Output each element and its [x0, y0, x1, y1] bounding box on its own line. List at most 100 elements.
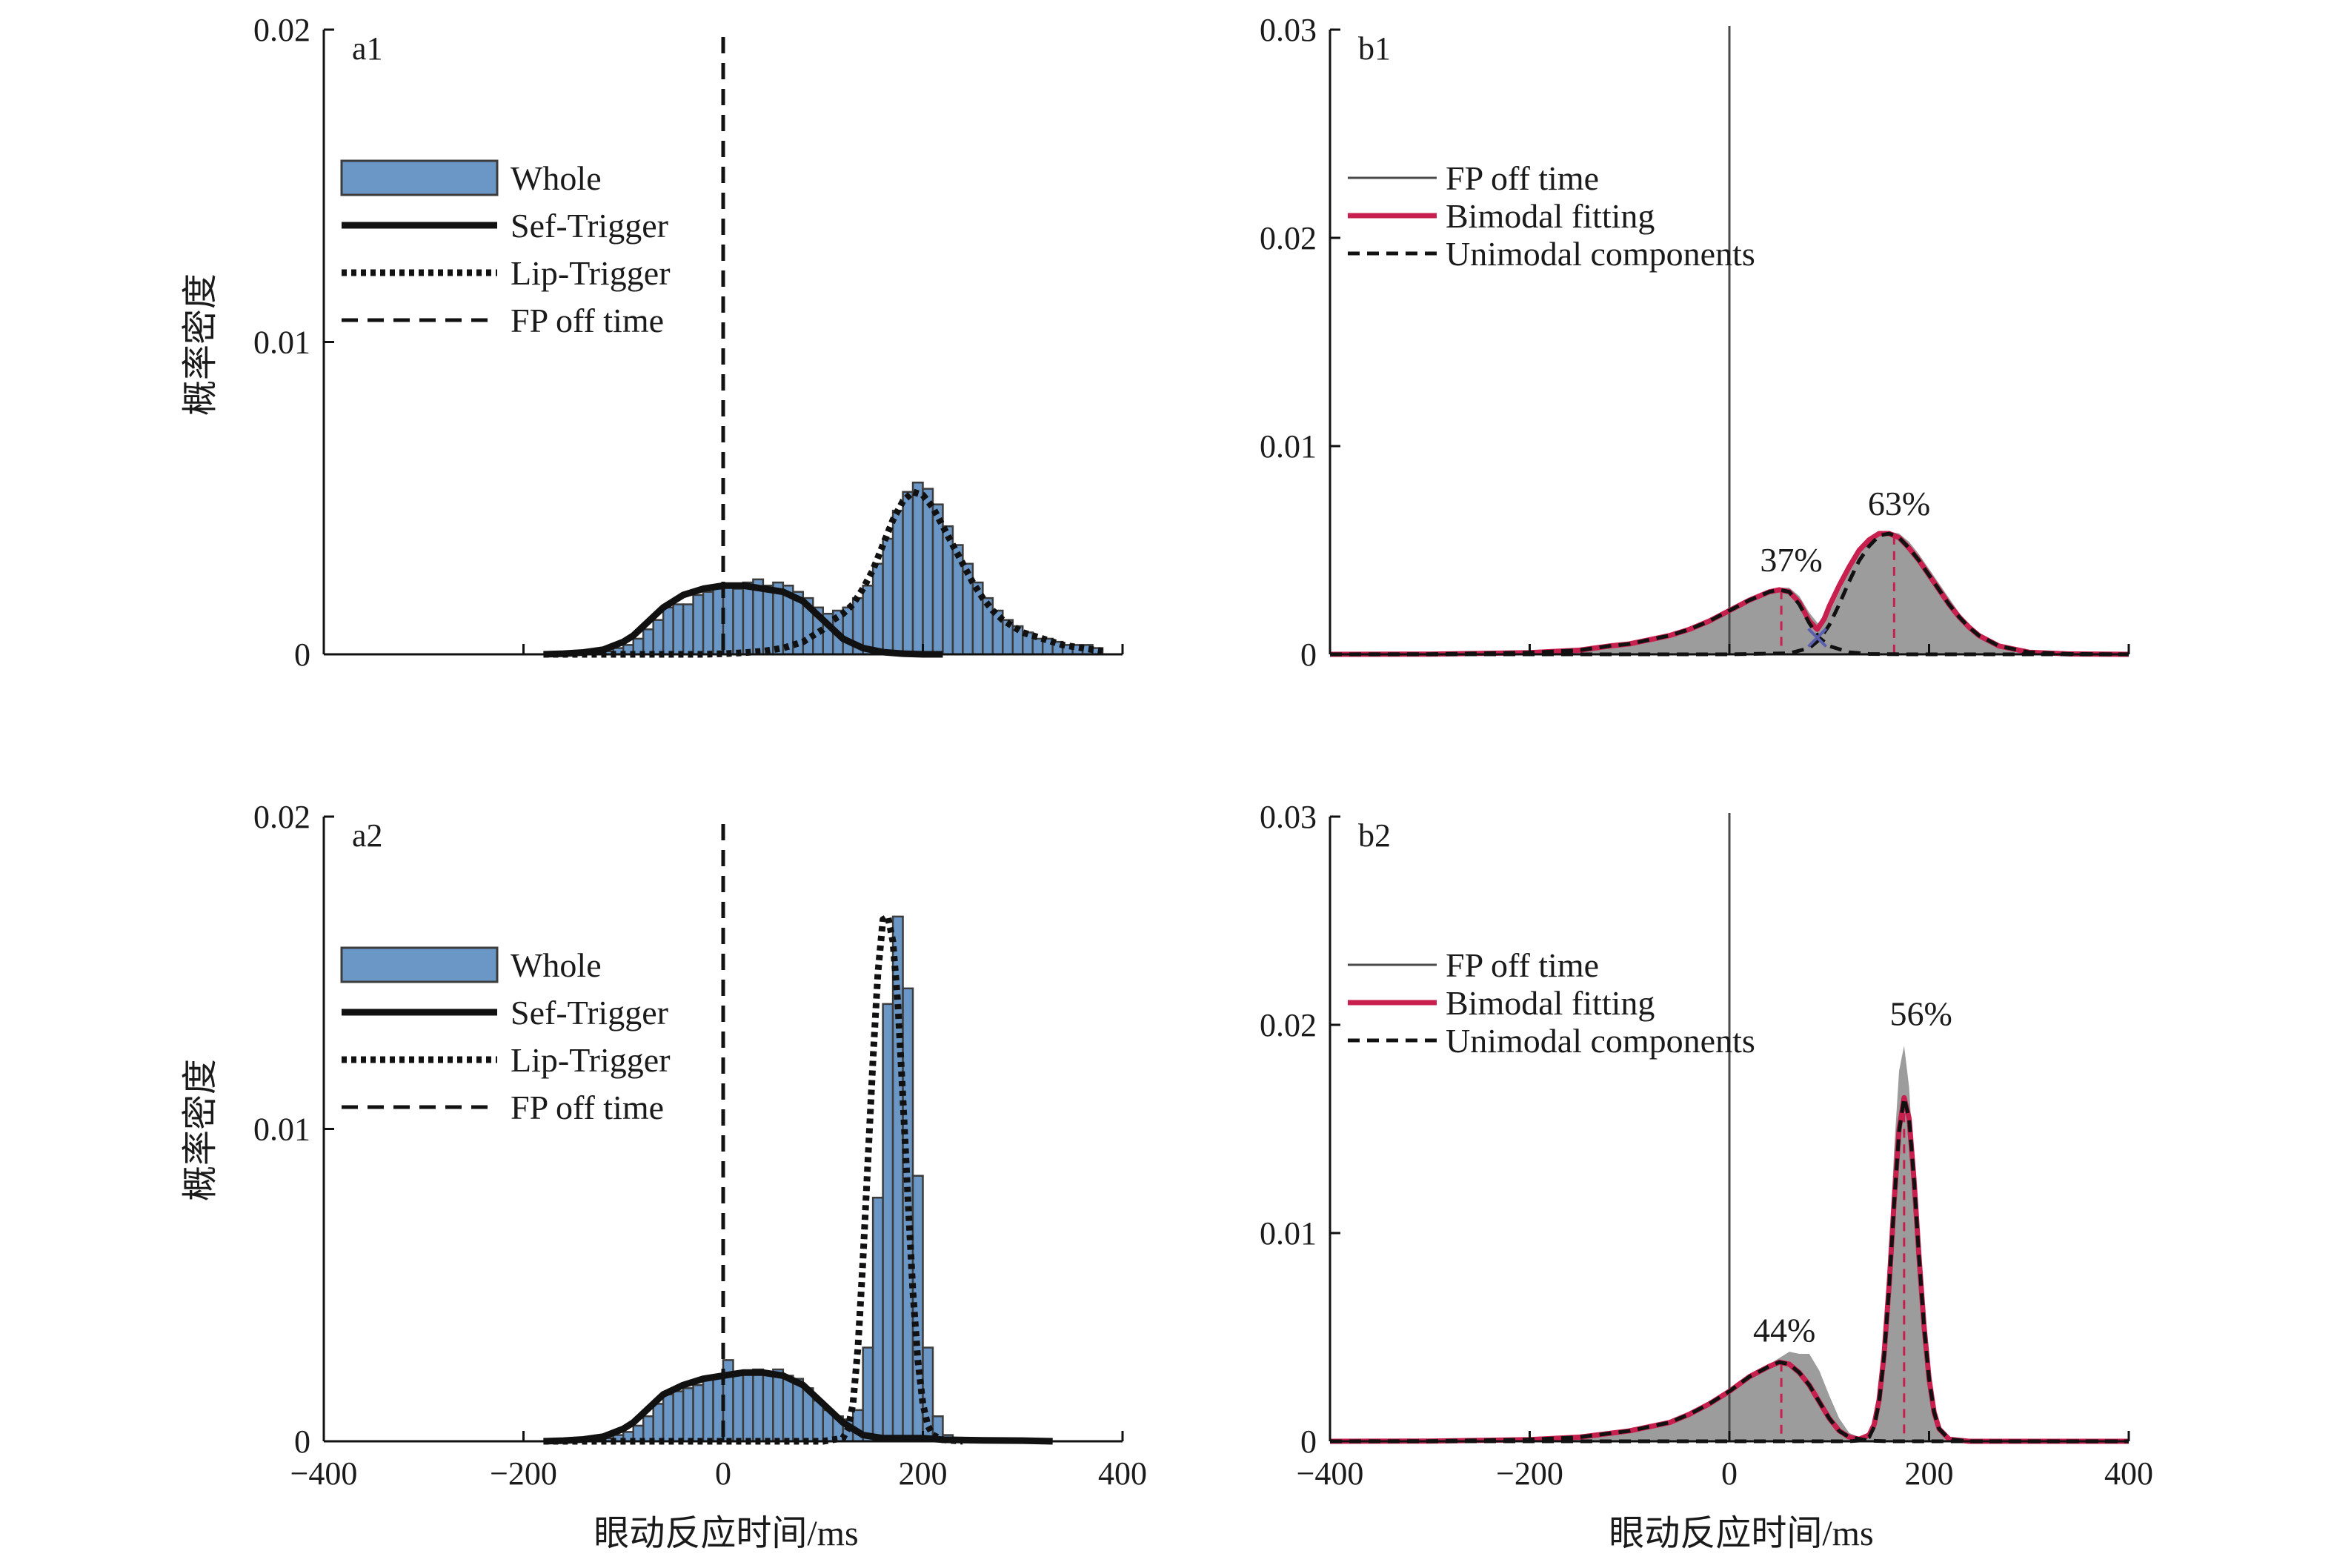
lip-trigger-line — [543, 913, 963, 1445]
legend-label: Lip-Trigger — [511, 1041, 671, 1079]
unimodal-component-line — [1329, 1360, 2129, 1444]
x-tick-label: 0 — [715, 1455, 731, 1492]
legend-label: Unimodal components — [1446, 235, 1755, 273]
legend-label: Lip-Trigger — [511, 254, 671, 292]
lip-trigger-line — [543, 488, 1103, 658]
legend-label: Sef-Trigger — [511, 994, 668, 1032]
y-tick-label: 0 — [1300, 1424, 1317, 1460]
hist-bar — [772, 1368, 785, 1443]
hist-bar — [652, 1403, 665, 1443]
legend-label: FP off time — [1446, 946, 1599, 984]
panel-label: a2 — [352, 817, 383, 854]
y-tick-label: 0.01 — [253, 1112, 310, 1148]
hist-bar — [922, 488, 934, 656]
hist-bar — [652, 619, 665, 656]
x-tick-label: −400 — [1297, 1455, 1364, 1492]
hist-bar — [642, 628, 654, 656]
hist-bar — [702, 591, 714, 656]
legend-label: Unimodal components — [1446, 1022, 1755, 1060]
y-tick-label: 0.01 — [253, 325, 310, 361]
hist-bar — [762, 1372, 774, 1443]
sef-trigger-line — [543, 1369, 1053, 1445]
legend-label: FP off time — [511, 302, 664, 339]
y-tick-label: 0.01 — [1260, 428, 1317, 465]
hist-bar — [931, 503, 944, 656]
legend-swatch-whole — [340, 159, 499, 196]
hist-bar — [692, 594, 705, 656]
hist-bar — [662, 1393, 674, 1443]
hist-bar — [662, 606, 674, 656]
x-tick-label: −400 — [290, 1455, 358, 1492]
hist-bar — [891, 509, 904, 656]
percent-annotation: 44% — [1753, 1312, 1815, 1349]
hist-bar — [682, 603, 694, 656]
hist-bar — [882, 1003, 894, 1443]
y-tick-label: 0.02 — [1260, 1007, 1317, 1043]
panel-label: b2 — [1358, 817, 1391, 854]
legend-label: Sef-Trigger — [511, 207, 668, 245]
panel-label: b1 — [1358, 30, 1391, 67]
legend-swatch-whole — [340, 946, 499, 983]
panel-label: a1 — [352, 30, 383, 67]
hist-bar — [882, 537, 894, 656]
y-tick-label: 0.02 — [253, 799, 310, 835]
legend-label: FP off time — [1446, 159, 1599, 197]
y-tick-label: 0 — [294, 1424, 310, 1460]
hist-bar — [902, 491, 914, 656]
hist-area — [1330, 531, 2129, 654]
y-tick-label: 0 — [1300, 637, 1317, 673]
y-tick-label: 0.03 — [1260, 12, 1317, 48]
x-tick-label: 400 — [1098, 1455, 1147, 1492]
hist-bar — [732, 588, 745, 656]
xlabel-b: 眼动反应时间/ms — [1609, 1514, 1873, 1553]
y-tick-label: 0 — [294, 637, 310, 673]
x-tick-label: −200 — [490, 1455, 557, 1492]
unimodal-component-line — [1329, 588, 2129, 657]
percent-annotation: 37% — [1760, 541, 1822, 579]
x-tick-label: −200 — [1496, 1455, 1563, 1492]
sef-trigger-line — [543, 582, 943, 658]
y-tick-label: 0.01 — [1260, 1215, 1317, 1252]
bimodal-fit-line — [1329, 531, 2129, 657]
hist-bar — [911, 481, 924, 656]
hist-bar — [752, 1368, 765, 1443]
hist-bar — [672, 1390, 685, 1443]
percent-annotation: 56% — [1890, 994, 1952, 1032]
ylabel-a1-text: 概率密度 — [181, 273, 220, 416]
panel-a1: 0.02 0.01 0 a1 Whole Sef-Trigger Lip-Trigger FP… — [253, 12, 1124, 673]
unimodal-component-line — [1330, 1095, 2129, 1444]
legend-label: Bimodal fitting — [1446, 197, 1655, 235]
hist-bar — [762, 585, 774, 656]
crossover-marker — [1807, 628, 1827, 648]
percent-annotation: 63% — [1868, 485, 1930, 522]
legend-label: Whole — [511, 159, 602, 197]
hist-bar — [692, 1383, 705, 1443]
hist-bar — [871, 562, 884, 656]
hist-bar — [962, 562, 974, 656]
hist-bar — [862, 585, 874, 656]
y-tick-label: 0.02 — [1260, 220, 1317, 256]
hist-bar — [971, 581, 984, 656]
ylabel-a1: 概率密度 — [181, 273, 220, 416]
hist-bar — [742, 581, 754, 656]
hist-bar — [862, 1346, 874, 1443]
ylabel-a2: 概率密度 — [181, 1059, 220, 1201]
legend-label: Whole — [511, 946, 602, 984]
x-tick-label: 200 — [1905, 1455, 1954, 1492]
hist-bar — [682, 1387, 694, 1443]
ylabel-a2-text: 概率密度 — [181, 1059, 220, 1201]
hist-bar — [742, 1372, 754, 1443]
hist-bar — [732, 1372, 745, 1443]
legend-label: FP off time — [511, 1089, 664, 1126]
xlabel-a: 眼动反应时间/ms — [594, 1514, 858, 1553]
panel-a2: 0.020.010−400 −200 0 200 400a2WholeSef-Trigg… — [253, 799, 1147, 1492]
x-tick-label: 200 — [899, 1455, 948, 1492]
hist-bar — [672, 603, 685, 656]
hist-bar — [871, 1196, 884, 1443]
legend: Whole Sef-Trigger Lip-Trigger FP off time — [340, 159, 671, 339]
legend: Whole Sef-Trigger Lip-Trigger FP off time — [340, 946, 671, 1126]
y-tick-label: 0.03 — [1260, 799, 1317, 835]
